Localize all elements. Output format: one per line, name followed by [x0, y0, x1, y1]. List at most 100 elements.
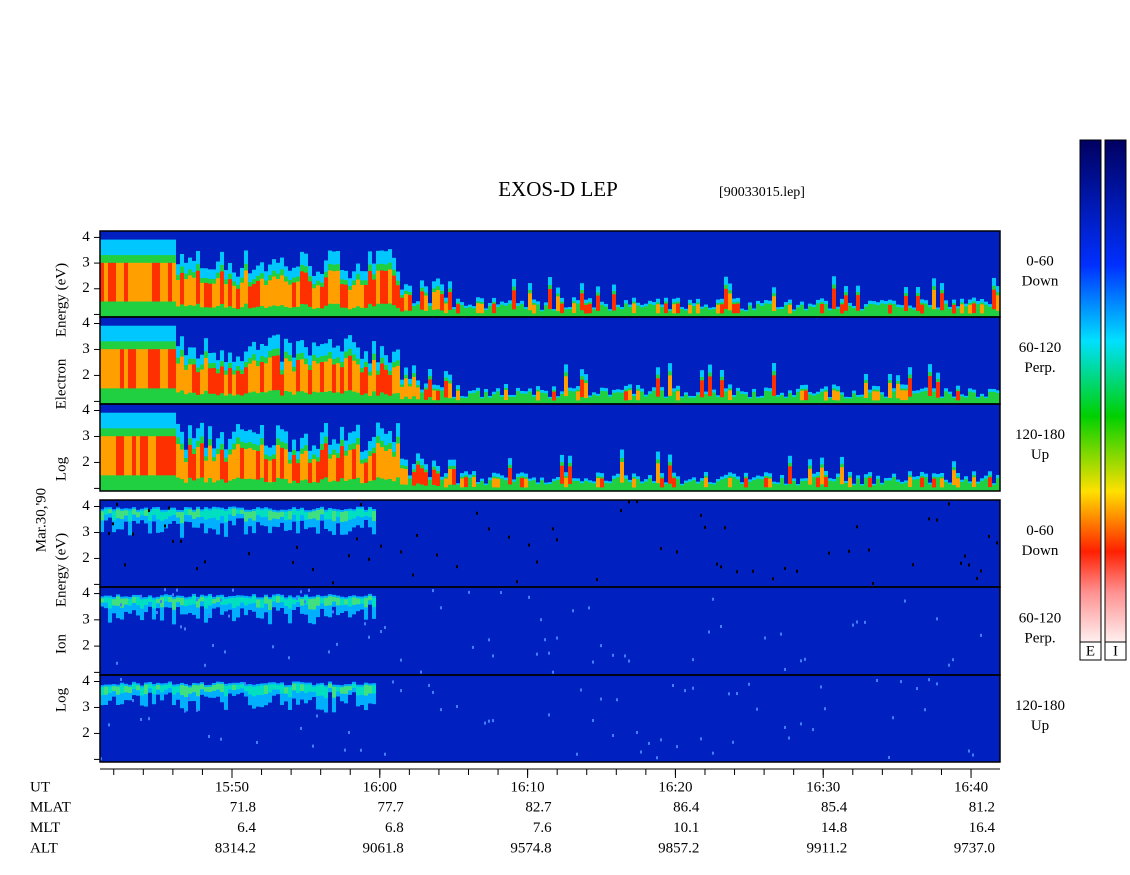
spectrogram-cell — [804, 480, 808, 491]
spectrogram-cell — [788, 736, 790, 740]
spectrogram-cell — [684, 394, 688, 404]
spectrogram-cell — [420, 291, 424, 310]
spectrogram-cell — [688, 397, 692, 404]
spectrogram-cell — [248, 598, 252, 604]
spectrogram-cell — [856, 525, 858, 529]
spectrogram-cell — [168, 262, 172, 302]
spectrogram-cell — [168, 683, 172, 688]
spectrogram-cell — [588, 606, 590, 610]
spectrogram-cell — [680, 309, 684, 317]
spectrogram-cell — [388, 269, 392, 304]
spectrogram-cell — [216, 509, 220, 521]
spectrogram-cell — [256, 280, 260, 307]
spectrogram-cell — [972, 477, 976, 488]
spectrogram-cell — [100, 757, 102, 761]
spectrogram-cell — [328, 358, 332, 392]
spectrogram-cell — [308, 598, 312, 610]
spectrogram-cell — [404, 469, 408, 485]
spectrogram-cell — [104, 686, 108, 695]
spectrogram-cell — [484, 310, 488, 317]
spectrogram-cell — [108, 723, 110, 727]
spectrogram-cell — [288, 687, 292, 698]
spectrogram-cell — [304, 594, 308, 615]
spectrogram-cell — [884, 398, 888, 404]
spectrogram-cell — [316, 714, 318, 718]
spectrogram-cell — [196, 270, 200, 304]
spectrogram-cell — [360, 503, 362, 507]
spectrogram-cell — [260, 362, 264, 393]
spectrogram-cell — [312, 598, 316, 610]
spectrogram-cell — [712, 597, 714, 601]
spectrogram-cell — [100, 262, 104, 302]
spectrogram-cell — [304, 682, 308, 704]
spectrogram-cell — [180, 625, 182, 629]
spectrogram-cell — [208, 283, 212, 308]
spectrogram-cell — [212, 643, 214, 647]
spectrogram-cell — [320, 286, 324, 309]
spectrogram-cell — [744, 311, 748, 317]
spectrogram-cell — [996, 393, 1000, 404]
spectrogram-cell — [256, 597, 260, 618]
colorbar — [1079, 139, 1102, 643]
spectrogram-cell — [920, 477, 924, 488]
spectrogram-cell — [356, 684, 360, 707]
spectrogram-cell — [268, 597, 272, 625]
spectrogram-cell — [180, 449, 184, 480]
spectrogram-cell — [812, 477, 816, 491]
spectrogram-cell — [560, 393, 564, 404]
spectrogram-cell — [352, 597, 356, 605]
spectrogram-cell — [700, 513, 702, 517]
spectrogram-cell — [136, 597, 140, 606]
spectrogram-cell — [480, 481, 484, 491]
spectrogram-cell — [576, 752, 578, 756]
spectrogram-cell — [676, 550, 678, 554]
spectrogram-cell — [316, 285, 320, 308]
spectrogram-cell — [936, 518, 938, 522]
row-value: 86.4 — [673, 799, 700, 815]
spectrogram-cell — [404, 378, 408, 397]
spectrogram-cell — [628, 306, 632, 317]
spectrogram-cell — [900, 483, 904, 491]
spectrogram-cell — [332, 610, 334, 614]
spectrogram-cell — [244, 270, 248, 304]
spectrogram-cell — [224, 284, 228, 308]
spectrogram-cell — [652, 390, 656, 404]
spectrogram-cell — [140, 349, 144, 389]
spectrogram-cell — [196, 685, 200, 697]
spectrogram-cell — [296, 281, 300, 307]
panel-label: Down — [1022, 543, 1059, 559]
spectrogram-cell — [100, 349, 104, 389]
spectrogram-cell — [104, 684, 108, 705]
spectrogram-cell — [384, 752, 386, 756]
spectrogram-cell — [576, 391, 580, 401]
spectrogram-cell — [920, 391, 924, 404]
spectrogram-cell — [196, 683, 200, 711]
spectrogram-cell — [124, 563, 126, 567]
spectrograms — [100, 231, 1000, 762]
spectrogram-cell — [420, 670, 422, 674]
panel-label: 60-120 — [1019, 340, 1062, 356]
spectrogram-cell — [184, 369, 188, 395]
spectrogram-cell — [368, 557, 370, 561]
spectrogram-cell — [820, 303, 824, 314]
spectrogram-cell — [872, 582, 874, 586]
spectrogram-cell — [196, 372, 200, 395]
spectrogram-cell — [348, 554, 350, 558]
spectrogram-cell — [480, 398, 484, 404]
spectrogram-cell — [720, 479, 724, 491]
spectrogram-cell — [928, 517, 930, 521]
row-label: ALT — [30, 840, 58, 856]
spectrogram-cell — [148, 436, 152, 476]
spectrogram-cell — [356, 279, 360, 307]
spectrogram-cell — [356, 686, 360, 696]
spectrogram-cell — [988, 477, 992, 488]
spectrogram-cell — [316, 461, 320, 483]
spectrogram-cell — [732, 477, 736, 491]
spectrogram-cell — [140, 599, 144, 609]
spectrogram-cell — [128, 686, 132, 693]
spectrogram-cell — [868, 392, 872, 404]
spectrogram-cell — [588, 397, 592, 404]
spectrogram-cell — [220, 598, 222, 602]
spectrogram-cell — [816, 303, 820, 317]
spectrogram-cell — [932, 478, 936, 488]
